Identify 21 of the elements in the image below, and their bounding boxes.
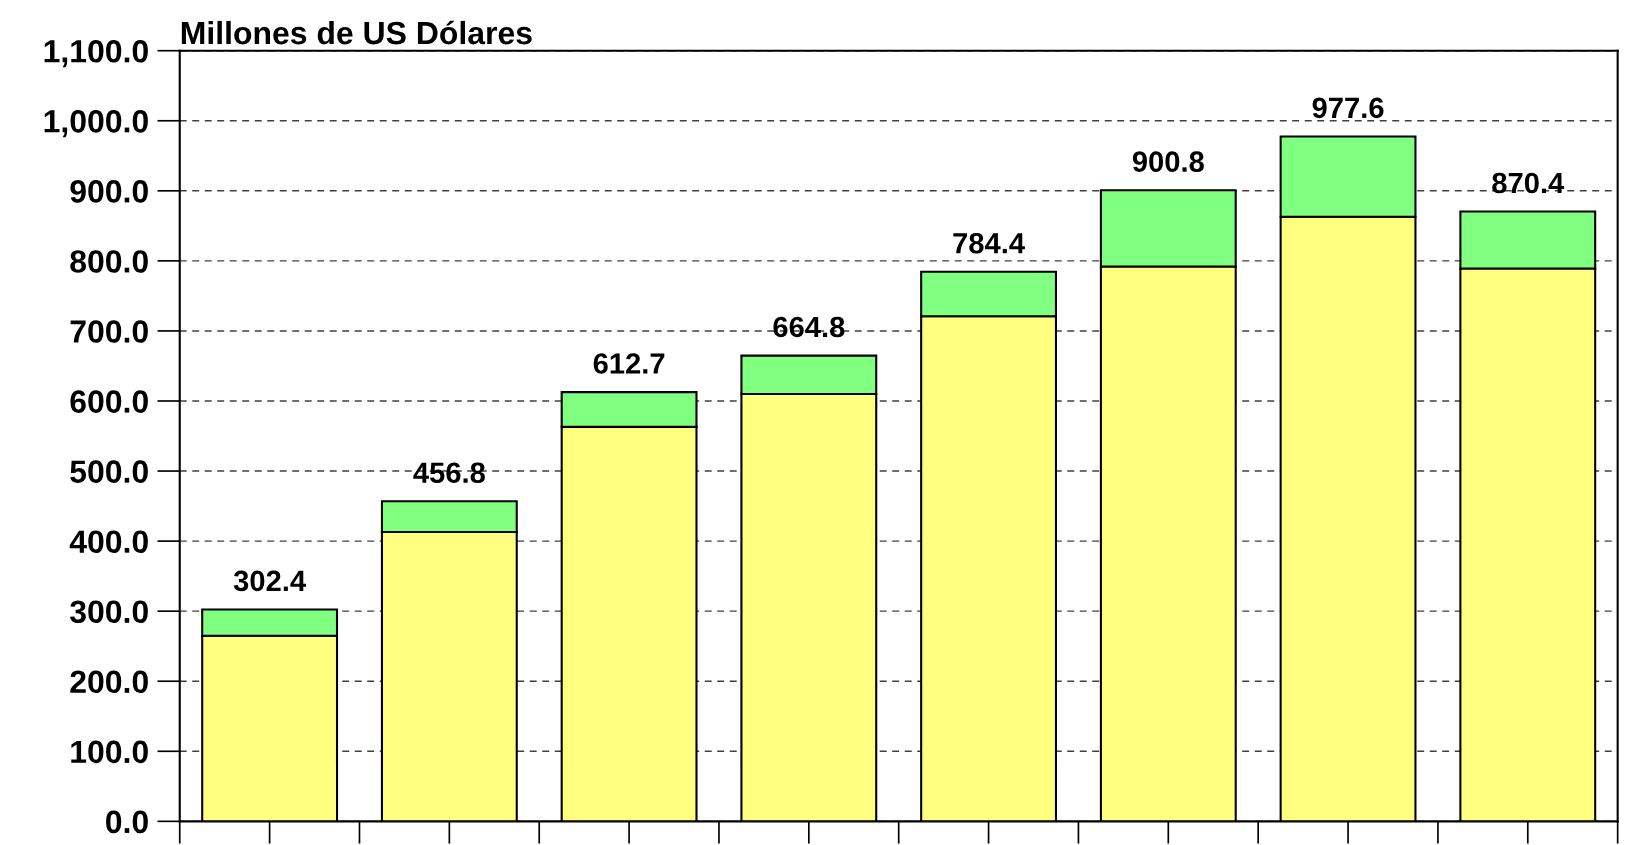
total-label: 302.4 — [233, 570, 306, 592]
total-label: 456.8 — [413, 462, 485, 484]
total-label: 664.8 — [773, 316, 845, 338]
total-label: 612.7 — [593, 353, 665, 374]
y-tick-label: 200.0 — [70, 670, 148, 694]
y-tick-label: 900.0 — [70, 180, 148, 203]
total-label: 977.6 — [1312, 97, 1384, 119]
y-tick-label: 1,000.0 — [44, 110, 148, 138]
total-label: 784.4 — [953, 232, 1025, 254]
y-tick-label: 400.0 — [69, 530, 148, 553]
y-tick-label: 300.0 — [69, 600, 148, 624]
y-tick-label: 700.0 — [70, 320, 148, 343]
y-tick-label: 500.0 — [70, 460, 148, 483]
chart-title: Millones de US Dólares — [181, 20, 532, 45]
y-tick-label: 1,100.0 — [44, 39, 148, 68]
y-tick-label: 0.0 — [106, 810, 148, 834]
total-label: 900.8 — [1132, 151, 1204, 172]
y-tick-label: 100.0 — [71, 740, 148, 764]
total-label: 870.4 — [1492, 172, 1565, 194]
y-tick-label: 800.0 — [70, 250, 148, 273]
y-tick-label: 600.0 — [70, 390, 148, 413]
